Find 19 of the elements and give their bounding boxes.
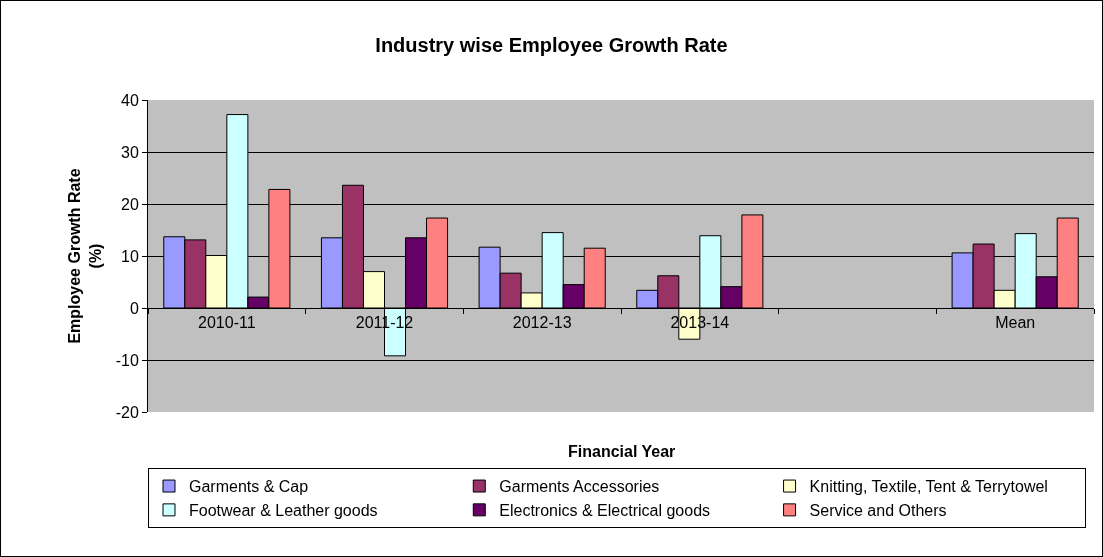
- chart-title: Industry wise Employee Growth Rate: [375, 34, 728, 57]
- legend-label: Garments Accessories: [499, 478, 660, 496]
- legend-label: Footwear & Leather goods: [189, 502, 378, 520]
- y-tick-label: 40: [121, 91, 139, 109]
- y-tick-label: 0: [129, 299, 139, 317]
- y-tick-label: -10: [115, 351, 139, 369]
- y-axis-title: Employee Growth Rate (%): [65, 168, 104, 344]
- y-tick-label: 30: [121, 143, 139, 161]
- x-tick-label: 2010-11: [198, 314, 256, 332]
- y-tick-label: -20: [115, 403, 139, 421]
- x-tick-label: Mean: [995, 314, 1036, 332]
- legend-label: Service and Others: [809, 502, 947, 520]
- y-tick-label: 20: [121, 195, 139, 213]
- x-axis-title: Financial Year: [568, 443, 676, 460]
- legend-label: Garments & Cap: [189, 478, 309, 496]
- x-tick-label: 2012-13: [512, 314, 572, 332]
- legend-label: Electronics & Electrical goods: [499, 502, 711, 520]
- y-tick-label: 10: [121, 247, 139, 265]
- legend-label: Knitting, Textile, Tent & Terrytowel: [809, 478, 1048, 496]
